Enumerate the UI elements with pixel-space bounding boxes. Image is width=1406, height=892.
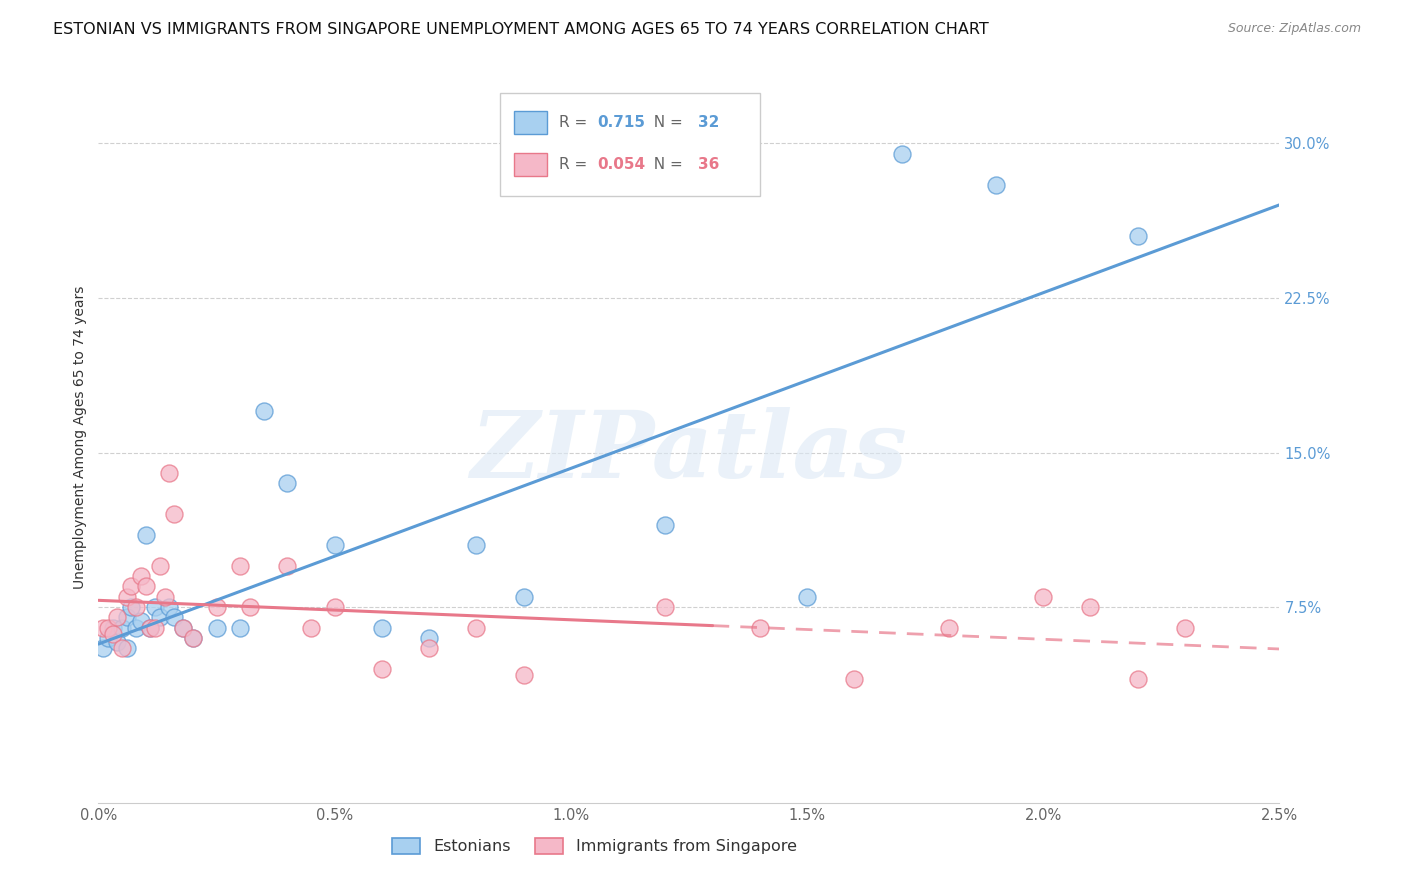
Point [129,569,152,583]
Point [229,558,252,573]
Point [163,508,186,522]
Bar [515,153,547,176]
FancyBboxPatch shape [501,94,759,195]
Point [115,641,138,656]
Point [181,631,204,645]
Text: 32: 32 [699,115,720,130]
Point [157,466,180,480]
Point [139,621,162,635]
Point [276,476,298,491]
Point [418,631,440,645]
Point [1126,672,1149,686]
Point [512,668,534,682]
Point [1174,621,1197,635]
Point [1032,590,1054,604]
Point [115,610,138,624]
Text: 36: 36 [699,157,720,172]
Point [111,641,134,656]
Point [654,600,676,615]
Point [205,600,228,615]
Legend: Estonians, Immigrants from Singapore: Estonians, Immigrants from Singapore [385,831,804,861]
Point [276,558,298,573]
Point [105,610,128,624]
Text: ZIPatlas: ZIPatlas [471,407,907,497]
Text: R =: R = [560,115,592,130]
Point [125,621,148,635]
Point [115,590,138,604]
Point [101,621,124,635]
Point [97,621,120,635]
Text: N =: N = [644,115,688,130]
Point [1080,600,1102,615]
Point [371,621,394,635]
Point [149,558,172,573]
Point [796,590,818,604]
Point [111,621,134,635]
Point [163,610,186,624]
Point [97,631,120,645]
Point [143,621,166,635]
Point [205,621,228,635]
Point [465,538,488,552]
Point [844,672,866,686]
Point [91,621,114,635]
Point [157,600,180,615]
Point [143,600,166,615]
Point [153,590,176,604]
Point [125,600,148,615]
Point [371,662,394,676]
Point [299,621,322,635]
Text: R =: R = [560,157,592,172]
Point [181,631,204,645]
Bar [515,111,547,135]
Point [229,621,252,635]
Point [91,641,114,656]
Point [105,635,128,649]
Point [984,178,1007,192]
Text: Source: ZipAtlas.com: Source: ZipAtlas.com [1227,22,1361,36]
Point [129,615,152,629]
Point [253,404,276,418]
Point [1126,229,1149,244]
Point [172,621,194,635]
Point [465,621,488,635]
Point [139,621,162,635]
Point [323,538,346,552]
Text: N =: N = [644,157,688,172]
Point [121,579,143,593]
Point [135,579,157,593]
Point [239,600,262,615]
Text: 0.054: 0.054 [596,157,645,172]
Point [418,641,440,656]
Point [512,590,534,604]
Point [890,146,912,161]
Text: ESTONIAN VS IMMIGRANTS FROM SINGAPORE UNEMPLOYMENT AMONG AGES 65 TO 74 YEARS COR: ESTONIAN VS IMMIGRANTS FROM SINGAPORE UN… [53,22,990,37]
Point [938,621,960,635]
Point [121,600,143,615]
Point [101,627,124,641]
Point [323,600,346,615]
Point [748,621,770,635]
Text: 0.715: 0.715 [596,115,645,130]
Y-axis label: Unemployment Among Ages 65 to 74 years: Unemployment Among Ages 65 to 74 years [73,285,87,589]
Point [172,621,194,635]
Point [654,517,676,532]
Point [135,528,157,542]
Point [149,610,172,624]
